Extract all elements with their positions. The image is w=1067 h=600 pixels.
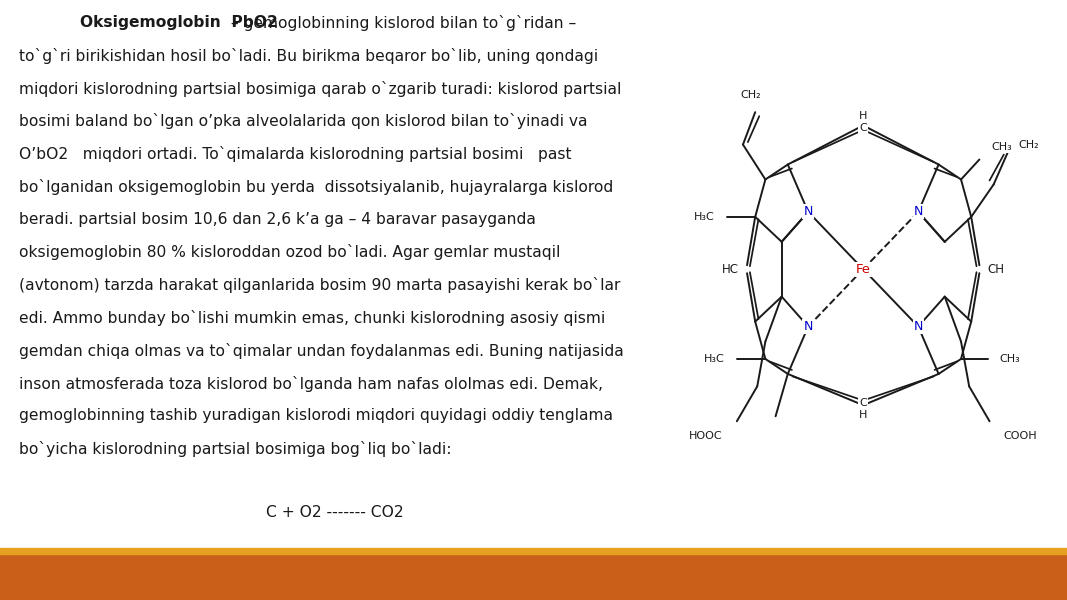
Text: oksigemoglobin 80 % kisloroddan ozod bo`ladi. Agar gemlar mustaqil: oksigemoglobin 80 % kisloroddan ozod bo`… <box>19 244 560 260</box>
Text: bo`lganidan oksigemoglobin bu yerda  dissotsiyalanib, hujayralarga kislorod: bo`lganidan oksigemoglobin bu yerda diss… <box>19 179 614 195</box>
Text: (avtonom) tarzda harakat qilganlarida bosim 90 marta pasayishi kerak bo`lar: (avtonom) tarzda harakat qilganlarida bo… <box>19 277 621 293</box>
Text: H
C: H C <box>859 112 867 133</box>
Bar <box>0 554 1067 600</box>
Text: O’bO2   miqdori ortadi. To`qimalarda kislorodning partsial bosimi   past: O’bO2 miqdori ortadi. To`qimalarda kislo… <box>19 146 572 162</box>
Text: to`g`ri birikishidan hosil bo`ladi. Bu birikma beqaror bo`lib, uning qondagi: to`g`ri birikishidan hosil bo`ladi. Bu b… <box>19 48 599 64</box>
Text: H₃C: H₃C <box>704 354 724 364</box>
Text: N: N <box>913 320 923 333</box>
Text: CH₂: CH₂ <box>740 90 762 100</box>
Text: H₃C: H₃C <box>694 212 715 222</box>
Text: edi. Ammo bunday bo`lishi mumkin emas, chunki kislorodning asosiy qismi: edi. Ammo bunday bo`lishi mumkin emas, c… <box>19 310 605 326</box>
Text: beradi. partsial bosim 10,6 dan 2,6 k’a ga – 4 baravar pasayganda: beradi. partsial bosim 10,6 dan 2,6 k’a … <box>19 212 536 227</box>
Text: gemdan chiqa olmas va to`qimalar undan foydalanmas edi. Buning natijasida: gemdan chiqa olmas va to`qimalar undan f… <box>19 343 624 359</box>
Text: CH₃: CH₃ <box>991 142 1013 152</box>
Text: inson atmosferada toza kislorod bo`lganda ham nafas ololmas edi. Demak,: inson atmosferada toza kislorod bo`lgand… <box>19 376 603 392</box>
Text: C + O2 ------- CO2: C + O2 ------- CO2 <box>267 505 403 520</box>
Text: CH: CH <box>988 263 1004 276</box>
Text: Fe: Fe <box>856 263 871 276</box>
Text: Oksigemoglobin  PbO2: Oksigemoglobin PbO2 <box>80 15 277 30</box>
Text: N: N <box>803 320 813 333</box>
Text: – gemoglobinning kislorod bilan to`g`ridan –: – gemoglobinning kislorod bilan to`g`rid… <box>225 15 576 31</box>
Text: COOH: COOH <box>1004 431 1037 441</box>
Text: N: N <box>803 205 813 218</box>
Text: C
H: C H <box>859 398 867 419</box>
Text: N: N <box>913 205 923 218</box>
Bar <box>0 548 1067 554</box>
Text: HC: HC <box>722 263 738 276</box>
Text: miqdori kislorodning partsial bosimiga qarab o`zgarib turadi: kislorod partsial: miqdori kislorodning partsial bosimiga q… <box>19 80 622 97</box>
Text: bosimi baland bo`lgan o’pka alveolalarida qon kislorod bilan to`yinadi va: bosimi baland bo`lgan o’pka alveolalarid… <box>19 113 588 130</box>
Text: gemoglobinning tashib yuradigan kislorodi miqdori quyidagi oddiy tenglama: gemoglobinning tashib yuradigan kislorod… <box>19 408 614 424</box>
Text: CH₂: CH₂ <box>1018 140 1038 149</box>
Text: HOOC: HOOC <box>689 431 722 441</box>
Text: bo`yicha kislorodning partsial bosimiga bog`liq bo`ladi:: bo`yicha kislorodning partsial bosimiga … <box>19 441 451 457</box>
Text: CH₃: CH₃ <box>1000 354 1020 364</box>
